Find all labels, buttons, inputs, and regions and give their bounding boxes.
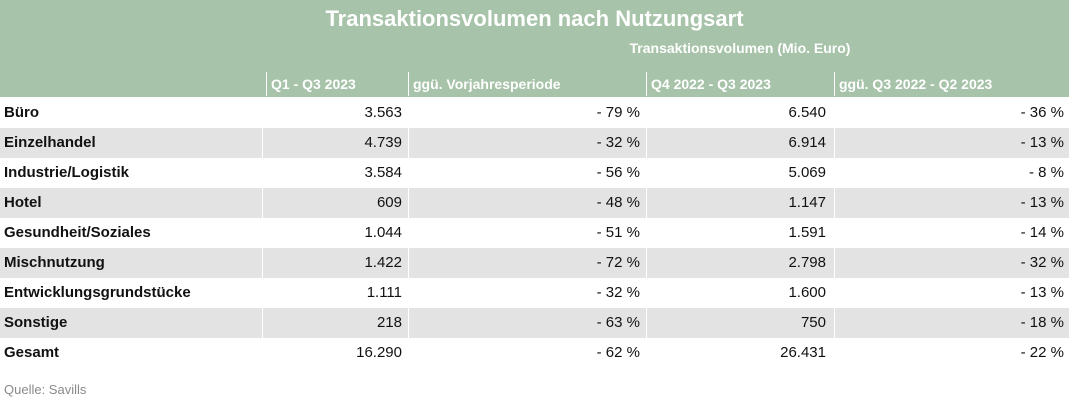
row-label: Gesundheit/Soziales — [4, 224, 151, 241]
cell-vs-prior-12m: - 22 % — [1020, 344, 1064, 361]
row-label-total: Gesamt — [4, 344, 60, 361]
cell-vs-prior-12m: - 18 % — [1020, 314, 1064, 331]
table-row: Gesundheit/Soziales 1.044 - 51 % 1.591 -… — [0, 218, 1069, 248]
table-body: Büro 3.563 - 79 % 6.540 - 36 % Einzelhan… — [0, 98, 1069, 368]
cell-vs-prior-12m: - 8 % — [1028, 164, 1064, 181]
cell-vs-prior-12m: - 13 % — [1020, 284, 1064, 301]
cell-vs-prior-12m: - 13 % — [1020, 134, 1064, 151]
cell-vs-prior-12m: - 14 % — [1020, 224, 1064, 241]
cell-q1-q3-2023: 3.584 — [364, 164, 402, 181]
cell-vs-prior-12m: - 32 % — [1020, 254, 1064, 271]
column-header-vs-prior-12m: ggü. Q3 2022 - Q2 2023 — [834, 72, 1069, 96]
table-row: Industrie/Logistik 3.584 - 56 % 5.069 - … — [0, 158, 1069, 188]
cell-q1-q3-2023: 1.044 — [364, 224, 402, 241]
row-label: Einzelhandel — [4, 134, 96, 151]
cell-yoy: - 32 % — [596, 134, 640, 151]
cell-q1-q3-2023: 609 — [376, 194, 402, 211]
row-label: Büro — [4, 104, 39, 121]
cell-q1-q3-2023: 1.422 — [364, 254, 402, 271]
cell-q1-q3-2023: 16.290 — [356, 344, 402, 361]
cell-q1-q3-2023: 218 — [376, 314, 402, 331]
source-note: Quelle: Savills — [4, 382, 87, 397]
cell-yoy: - 51 % — [596, 224, 640, 241]
row-label: Entwicklungsgrundstücke — [4, 284, 191, 301]
column-header-q1-q3-2023: Q1 - Q3 2023 — [266, 72, 408, 96]
cell-yoy: - 32 % — [596, 284, 640, 301]
cell-yoy: - 79 % — [596, 104, 640, 121]
cell-yoy: - 56 % — [596, 164, 640, 181]
column-header-q4-2022-q3-2023: Q4 2022 - Q3 2023 — [646, 72, 834, 96]
table-header: Transaktionsvolumen nach Nutzungsart Tra… — [0, 0, 1069, 97]
cell-q4-2022-q3-2023: 26.431 — [780, 344, 826, 361]
row-label: Sonstige — [4, 314, 68, 331]
table-row: Hotel 609 - 48 % 1.147 - 13 % — [0, 188, 1069, 218]
cell-yoy: - 62 % — [596, 344, 640, 361]
cell-q4-2022-q3-2023: 1.591 — [788, 224, 826, 241]
cell-yoy: - 72 % — [596, 254, 640, 271]
table-row: Sonstige 218 - 63 % 750 - 18 % — [0, 308, 1069, 338]
cell-q1-q3-2023: 1.111 — [366, 284, 402, 301]
cell-q4-2022-q3-2023: 1.600 — [788, 284, 826, 301]
table-row: Einzelhandel 4.739 - 32 % 6.914 - 13 % — [0, 128, 1069, 158]
row-label: Mischnutzung — [4, 254, 105, 271]
cell-q1-q3-2023: 3.563 — [364, 104, 402, 121]
table-row: Entwicklungsgrundstücke 1.111 - 32 % 1.6… — [0, 278, 1069, 308]
column-header-yoy: ggü. Vorjahresperiode — [408, 72, 646, 96]
cell-q4-2022-q3-2023: 6.540 — [788, 104, 826, 121]
table-subtitle: Transaktionsvolumen (Mio. Euro) — [629, 40, 851, 56]
cell-q4-2022-q3-2023: 1.147 — [788, 194, 826, 211]
row-label: Industrie/Logistik — [4, 164, 130, 181]
cell-q4-2022-q3-2023: 5.069 — [788, 164, 826, 181]
cell-yoy: - 48 % — [596, 194, 640, 211]
cell-q4-2022-q3-2023: 2.798 — [788, 254, 826, 271]
cell-q1-q3-2023: 4.739 — [364, 134, 402, 151]
cell-q4-2022-q3-2023: 6.914 — [788, 134, 826, 151]
cell-vs-prior-12m: - 36 % — [1020, 104, 1064, 121]
row-label: Hotel — [4, 194, 42, 211]
table-title: Transaktionsvolumen nach Nutzungsart — [325, 6, 744, 31]
table-row: Büro 3.563 - 79 % 6.540 - 36 % — [0, 98, 1069, 128]
cell-yoy: - 63 % — [596, 314, 640, 331]
cell-vs-prior-12m: - 13 % — [1020, 194, 1064, 211]
cell-q4-2022-q3-2023: 750 — [800, 314, 826, 331]
table-row-total: Gesamt 16.290 - 62 % 26.431 - 22 % — [0, 338, 1069, 368]
table-row: Mischnutzung 1.422 - 72 % 2.798 - 32 % — [0, 248, 1069, 278]
